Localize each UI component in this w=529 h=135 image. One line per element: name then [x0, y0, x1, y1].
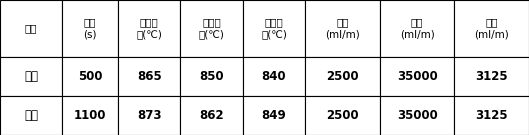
- Text: 太氮
(ml/m): 太氮 (ml/m): [400, 17, 434, 40]
- Text: 873: 873: [137, 109, 161, 122]
- Text: 时间
(s): 时间 (s): [84, 17, 97, 40]
- Bar: [118, 0, 180, 57]
- Bar: [380, 96, 454, 135]
- Bar: [62, 96, 118, 135]
- Bar: [243, 57, 305, 96]
- Bar: [454, 0, 529, 57]
- Text: 扩散: 扩散: [24, 109, 38, 122]
- Text: 步骤: 步骤: [25, 23, 38, 33]
- Text: 862: 862: [199, 109, 224, 122]
- Bar: [0, 57, 62, 96]
- Bar: [118, 57, 180, 96]
- Bar: [454, 57, 529, 96]
- Bar: [180, 96, 243, 135]
- Bar: [0, 0, 62, 57]
- Bar: [380, 57, 454, 96]
- Bar: [454, 96, 529, 135]
- Text: 3125: 3125: [476, 70, 508, 83]
- Text: 849: 849: [262, 109, 286, 122]
- Text: 850: 850: [199, 70, 224, 83]
- Bar: [243, 96, 305, 135]
- Text: 35000: 35000: [397, 70, 437, 83]
- Bar: [62, 57, 118, 96]
- Text: 2500: 2500: [326, 70, 359, 83]
- Text: 3125: 3125: [476, 109, 508, 122]
- Bar: [62, 0, 118, 57]
- Text: 500: 500: [78, 70, 103, 83]
- Bar: [180, 57, 243, 96]
- Bar: [0, 96, 62, 135]
- Text: 865: 865: [137, 70, 161, 83]
- Text: 2500: 2500: [326, 109, 359, 122]
- Text: 炉口温
度(℃): 炉口温 度(℃): [136, 17, 162, 40]
- Text: 1100: 1100: [74, 109, 106, 122]
- Text: 35000: 35000: [397, 109, 437, 122]
- Text: 840: 840: [262, 70, 286, 83]
- Text: 干氮
(ml/m): 干氮 (ml/m): [475, 17, 509, 40]
- Bar: [380, 0, 454, 57]
- Bar: [118, 96, 180, 135]
- Text: 炉尾温
度(℃): 炉尾温 度(℃): [261, 17, 287, 40]
- Text: 炉中温
度(℃): 炉中温 度(℃): [199, 17, 224, 40]
- Bar: [305, 0, 380, 57]
- Text: 小氮
(ml/m): 小氮 (ml/m): [325, 17, 360, 40]
- Text: 预扩: 预扩: [24, 70, 38, 83]
- Bar: [305, 96, 380, 135]
- Bar: [180, 0, 243, 57]
- Bar: [305, 57, 380, 96]
- Bar: [243, 0, 305, 57]
